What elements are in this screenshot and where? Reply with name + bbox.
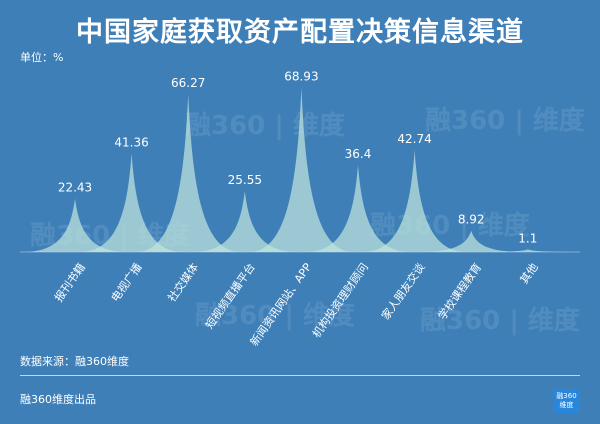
category-label: 社交媒体 [165,260,202,304]
value-label: 36.4 [345,147,372,161]
category-label: 电视广播 [108,260,145,304]
brand-logo: 融360 维度 [553,389,580,413]
chart-title: 中国家庭获取资产配置决策信息渠道 [76,17,524,48]
peak-mark [306,165,410,252]
category-label: 新闻资讯网站、APP [247,260,315,348]
data-source: 数据来源：融360维度 [20,355,129,368]
footer-credit: 融360维度出品 [20,393,96,406]
value-label: 66.27 [171,76,205,90]
peak-mark [419,230,524,252]
peak-mark [249,87,354,253]
logo-line: 融360 [556,392,577,400]
value-label: 41.36 [114,135,148,149]
peak-mark [136,93,241,252]
value-label: 8.92 [458,213,485,227]
category-label: 其他 [518,261,541,286]
unit-label: 单位：% [20,51,64,64]
value-label: 68.93 [284,70,318,84]
category-label: 家人朋友交谈 [378,260,427,322]
category-label: 报刊书籍 [51,260,88,304]
peak-mark [23,198,127,252]
value-label: 22.43 [58,180,92,194]
peak-mark [362,150,467,252]
peak-mark [192,191,297,252]
category-label: 短视频直播平台 [202,260,258,331]
peak-mark [79,153,184,252]
logo-line: 维度 [559,401,574,409]
footer-divider [20,375,580,376]
category-label: 学校课程教育 [435,260,484,322]
value-label: 1.1 [518,231,537,245]
value-label: 25.55 [228,173,262,187]
value-label: 42.74 [397,132,431,146]
peak-mark [475,249,580,252]
category-label: 机构投资理财顾问 [309,260,371,340]
